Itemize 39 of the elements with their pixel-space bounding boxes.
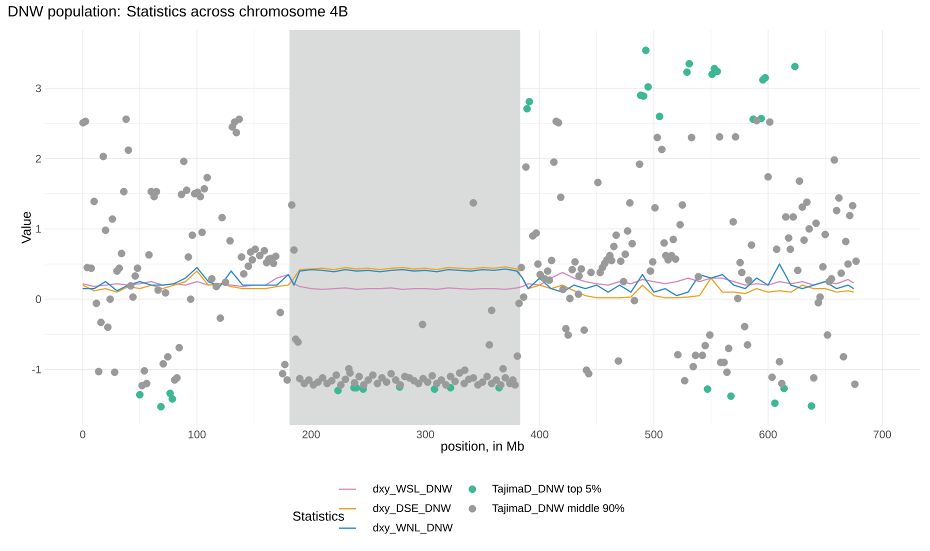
point	[771, 399, 779, 407]
point	[761, 74, 770, 82]
point	[334, 386, 342, 394]
legend-label: dxy_DSE_DNW	[373, 504, 451, 514]
x-tick-label: 500	[645, 430, 663, 438]
point	[704, 385, 712, 393]
x-tick-label: 600	[759, 430, 777, 438]
y-tick-label: -1	[32, 366, 41, 374]
legend-label: dxy_WNL_DNW	[373, 523, 453, 534]
x-axis-title: position, in Mb	[441, 441, 524, 454]
point	[523, 104, 531, 113]
point	[656, 112, 664, 120]
legend-title: Statistics	[293, 511, 344, 521]
x-tick-label: 300	[416, 430, 434, 438]
point	[644, 83, 652, 91]
point	[791, 62, 799, 70]
legend-label: TajimaD_DNW top 5%	[492, 484, 601, 495]
y-tick-label: 1	[36, 225, 41, 233]
x-tick-label: 0	[80, 430, 86, 438]
point	[808, 402, 816, 410]
x-tick-label: 700	[874, 430, 892, 438]
point	[136, 390, 144, 399]
point	[526, 98, 534, 106]
y-tick-label: 2	[36, 154, 41, 162]
point	[168, 395, 176, 403]
point	[683, 68, 691, 76]
x-tick-label: 400	[530, 430, 548, 438]
point	[157, 402, 165, 411]
x-tick-label: 200	[302, 430, 320, 438]
legend-label: dxy_WSL_DNW	[373, 484, 452, 495]
point	[642, 46, 650, 54]
y-tick-label: 0	[36, 295, 42, 304]
point	[727, 392, 735, 400]
chart-title: DNW population: Statistics across chromosome 4B	[8, 6, 348, 20]
legend-label: TajimaD_DNW middle 90%	[492, 504, 624, 514]
y-axis-title: Value	[21, 212, 31, 244]
y-tick-label: 3	[36, 84, 41, 92]
point	[685, 60, 694, 68]
x-tick-label: 100	[188, 430, 206, 438]
